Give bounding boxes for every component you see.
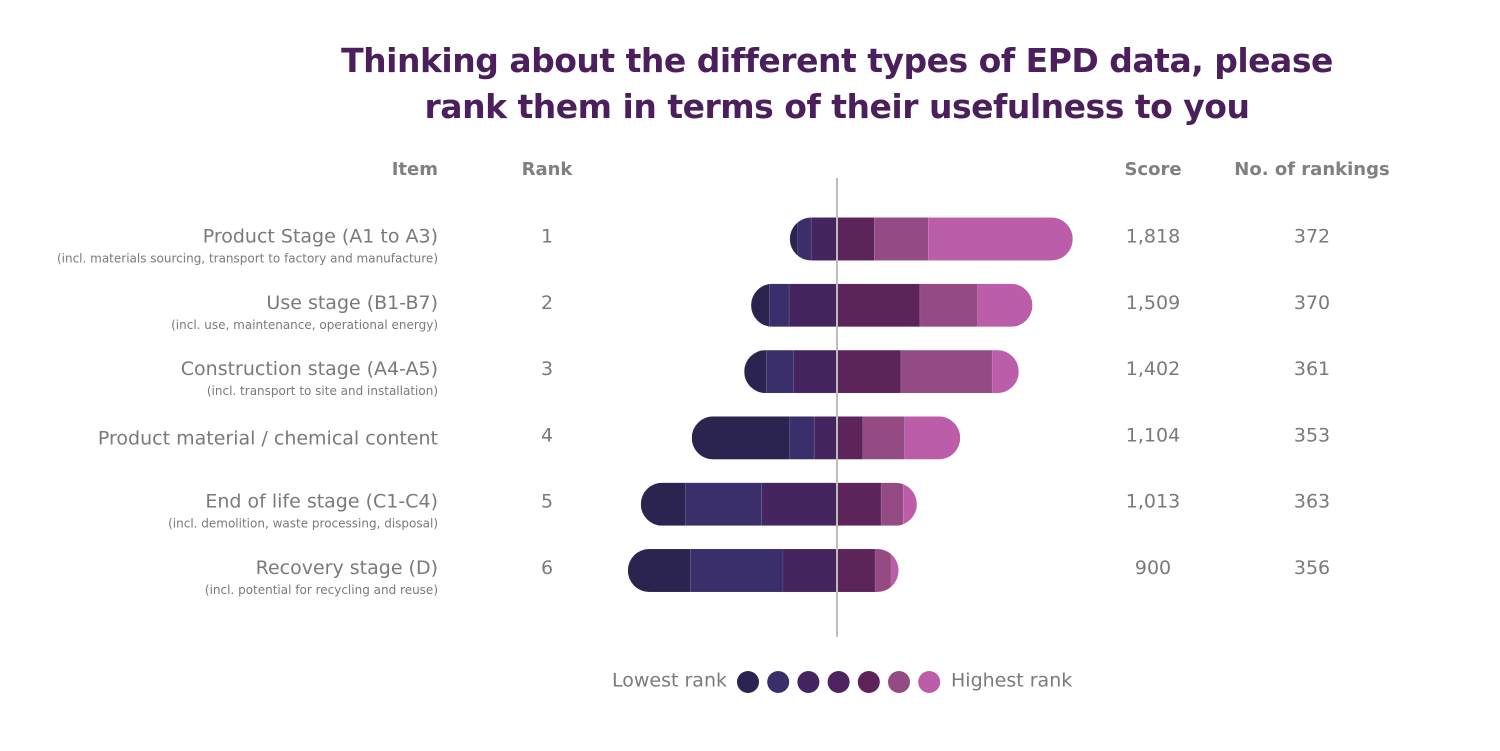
item-label: End of life stage (C1-C4) [205, 491, 438, 513]
bar-segment [919, 283, 978, 327]
rank: 2 [541, 292, 553, 314]
rank: 4 [541, 424, 553, 446]
legend-dot [797, 671, 820, 693]
bar-segment [904, 416, 961, 460]
bar-segment [769, 283, 790, 327]
bar-segment [788, 283, 838, 327]
column-header: No. of rankings [1234, 159, 1389, 180]
rank: 1 [541, 226, 553, 248]
bar-segment [691, 416, 791, 460]
bar [789, 217, 1073, 261]
bar-segment [761, 482, 838, 526]
bar-segment [977, 283, 1033, 327]
legend-low-label: Lowest rank [612, 670, 727, 692]
column-header: Score [1124, 159, 1181, 180]
bar-segment [789, 217, 798, 261]
bar-segment [797, 217, 812, 261]
score: 900 [1135, 557, 1171, 579]
bar-segment [836, 217, 875, 261]
bar-segment [836, 416, 864, 460]
legend-high-label: Highest rank [951, 670, 1072, 692]
bar-segment [874, 549, 892, 592]
item-note: (incl. materials sourcing, transport to … [57, 252, 438, 266]
rankings: 363 [1294, 491, 1330, 513]
bar-segment [751, 283, 770, 327]
bar-segment [744, 350, 767, 394]
rankings: 361 [1294, 358, 1330, 380]
column-header: Item [392, 159, 438, 180]
rankings: 370 [1294, 292, 1330, 314]
chart-title: Thinking about the different types of EP… [341, 41, 1333, 126]
bar-segment [810, 217, 838, 261]
bar-segment [902, 482, 917, 526]
score: 1,818 [1126, 226, 1180, 248]
bar-segment [640, 482, 686, 526]
score: 1,509 [1126, 292, 1180, 314]
bar-segment [793, 350, 838, 394]
legend-dot [827, 671, 850, 693]
bar-segment [813, 416, 838, 460]
item-label: Product Stage (A1 to A3) [203, 226, 438, 248]
bar-segment [689, 549, 784, 592]
score: 1,104 [1126, 424, 1180, 446]
rank: 3 [541, 358, 553, 380]
bar-segment [873, 217, 929, 261]
rankings: 356 [1294, 557, 1330, 579]
bar-segment [836, 283, 921, 327]
bar-segment [765, 350, 794, 394]
rankings: 353 [1294, 424, 1330, 446]
column-header: Rank [522, 159, 574, 180]
score: 1,402 [1126, 358, 1180, 380]
legend-dot [888, 671, 910, 693]
bar-segment [789, 416, 815, 460]
item-label: Product material / chemical content [98, 427, 438, 449]
rank: 6 [541, 557, 553, 579]
bar-segment [685, 482, 763, 526]
item-note: (incl. demolition, waste processing, dis… [168, 517, 438, 531]
bar-segment [880, 482, 904, 526]
legend-dot [857, 671, 880, 693]
bar [744, 350, 1019, 394]
legend-dot [767, 671, 790, 693]
item-label: Use stage (B1-B7) [266, 292, 438, 314]
bar-segment [927, 217, 1073, 261]
rankings: 372 [1294, 226, 1330, 248]
bar [691, 416, 961, 460]
bar-segment [900, 350, 993, 394]
bar-segment [862, 416, 905, 460]
bar-segment [836, 549, 876, 592]
bar-segment [836, 350, 902, 394]
rank: 5 [541, 491, 553, 513]
item-label: Recovery stage (D) [256, 557, 438, 579]
legend-dot [918, 671, 941, 693]
item-note: (incl. transport to site and installatio… [207, 384, 438, 398]
bar-segment [782, 549, 838, 592]
bar [627, 549, 899, 592]
bar-segment [991, 350, 1019, 394]
legend-dot [737, 671, 759, 693]
bar-segment [836, 482, 882, 526]
score: 1,013 [1126, 491, 1180, 513]
bar [640, 482, 917, 526]
item-label: Construction stage (A4-A5) [181, 358, 438, 380]
bar [751, 283, 1033, 327]
item-note: (incl. potential for recycling and reuse… [205, 583, 438, 597]
item-note: (incl. use, maintenance, operational ene… [171, 318, 438, 332]
bar-segment [627, 549, 691, 592]
bar-segment [890, 549, 899, 592]
